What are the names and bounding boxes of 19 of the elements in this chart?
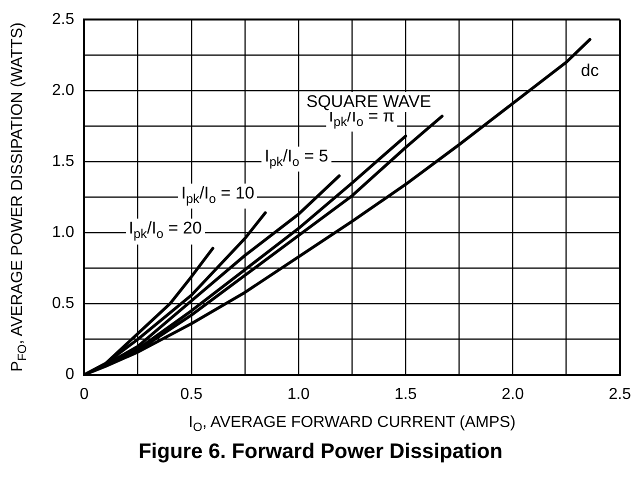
x-tick-label: 1.0 [287, 386, 310, 403]
series-label: I$_{pk}$/I$_{o}$ = 20 [126, 218, 205, 244]
x-tick-label: 2.5 [608, 386, 632, 403]
series-label: I$_{pk}$/I$_{o}$ = 10 [178, 183, 258, 209]
x-tick-label: 0 [80, 386, 89, 403]
y-tick-label: 1.0 [52, 224, 74, 242]
y-tick-label: 0.5 [52, 295, 74, 312]
x-tick-label: 0.5 [180, 386, 203, 403]
y-tick-label: 0 [65, 366, 74, 384]
y-tick-label: 2.0 [52, 82, 74, 100]
x-tick-label: 2.0 [502, 386, 524, 403]
y-tick-label: 1.5 [52, 153, 74, 170]
series-label: SQUARE WAVE [303, 92, 434, 112]
series-label: dc [578, 61, 602, 82]
x-tick-label: 1.5 [394, 386, 417, 403]
y-tick-label: 2.5 [52, 11, 74, 28]
text: Figure 6. Forward Power Dissipation [137, 440, 504, 464]
series-label: I$_{pk}$/I$_{o}$ = 5 [262, 146, 332, 172]
x-axis-title: I$_{O}$, AVERAGE FORWARD CURRENT (AMPS) [188, 414, 516, 436]
